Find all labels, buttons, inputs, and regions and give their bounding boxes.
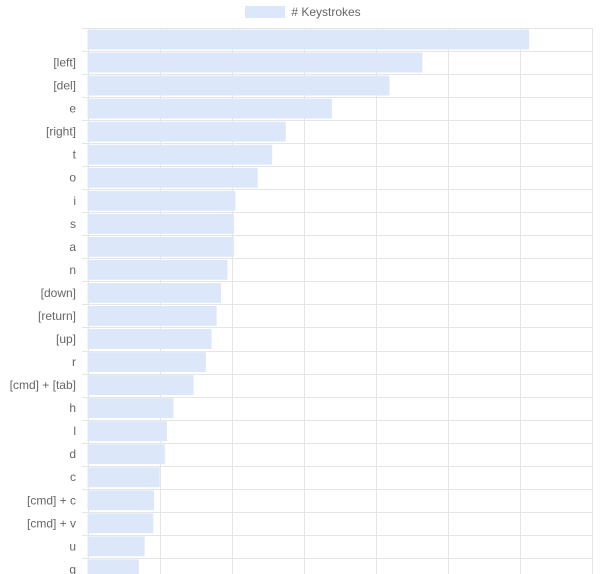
bar[interactable] bbox=[87, 536, 145, 557]
legend-swatch bbox=[245, 6, 286, 18]
bar[interactable] bbox=[87, 236, 234, 257]
category-tick-label: [right] bbox=[46, 125, 76, 139]
bar[interactable] bbox=[87, 444, 165, 465]
bar[interactable] bbox=[87, 75, 390, 96]
bar[interactable] bbox=[87, 490, 155, 511]
category-tick-label: [down] bbox=[41, 286, 76, 300]
category-tick-label: r bbox=[72, 355, 76, 369]
category-tick-label: d bbox=[69, 447, 76, 461]
bar[interactable] bbox=[87, 559, 139, 574]
bar[interactable] bbox=[87, 259, 228, 280]
bar[interactable] bbox=[87, 190, 236, 211]
category-tick-label: l bbox=[73, 424, 76, 438]
bar[interactable] bbox=[87, 375, 194, 396]
category-tick-label: g bbox=[69, 562, 76, 574]
bar[interactable] bbox=[87, 121, 286, 142]
category-tick-label: h bbox=[69, 401, 76, 415]
bar[interactable] bbox=[87, 282, 221, 303]
category-tick-label: [cmd] + v bbox=[27, 516, 76, 530]
bar[interactable] bbox=[87, 306, 217, 326]
category-tick-label: t bbox=[73, 148, 77, 162]
bar[interactable] bbox=[87, 144, 273, 165]
category-tick-label: e bbox=[69, 102, 76, 116]
category-tick-label: [return] bbox=[38, 309, 76, 323]
category-tick-label: s bbox=[70, 217, 76, 231]
category-tick-label: [cmd] + c bbox=[27, 493, 76, 507]
bar[interactable] bbox=[87, 52, 423, 73]
bar[interactable] bbox=[87, 421, 167, 442]
bar[interactable] bbox=[87, 98, 332, 119]
category-tick-label: u bbox=[69, 539, 76, 553]
bar[interactable] bbox=[87, 513, 154, 534]
category-tick-label: [cmd] + [tab] bbox=[10, 378, 76, 392]
category-tick-label: [del] bbox=[53, 79, 76, 93]
category-tick-label: i bbox=[73, 194, 76, 208]
category-tick-label: o bbox=[69, 171, 76, 185]
legend-label: # Keystrokes bbox=[291, 5, 361, 19]
category-tick-label: [left] bbox=[53, 56, 76, 70]
category-tick-label: a bbox=[69, 240, 76, 254]
bar[interactable] bbox=[87, 467, 160, 488]
bar[interactable] bbox=[87, 329, 212, 349]
bar[interactable] bbox=[87, 398, 174, 419]
bar[interactable] bbox=[87, 29, 530, 50]
bar[interactable] bbox=[87, 167, 258, 188]
category-tick-label: n bbox=[69, 263, 76, 277]
chart-bars bbox=[87, 29, 530, 574]
bar[interactable] bbox=[87, 352, 206, 372]
category-tick-label: c bbox=[70, 470, 76, 484]
category-tick-label: [up] bbox=[56, 332, 76, 346]
bar[interactable] bbox=[87, 213, 234, 234]
chart-legend[interactable]: # Keystrokes bbox=[0, 4, 606, 20]
